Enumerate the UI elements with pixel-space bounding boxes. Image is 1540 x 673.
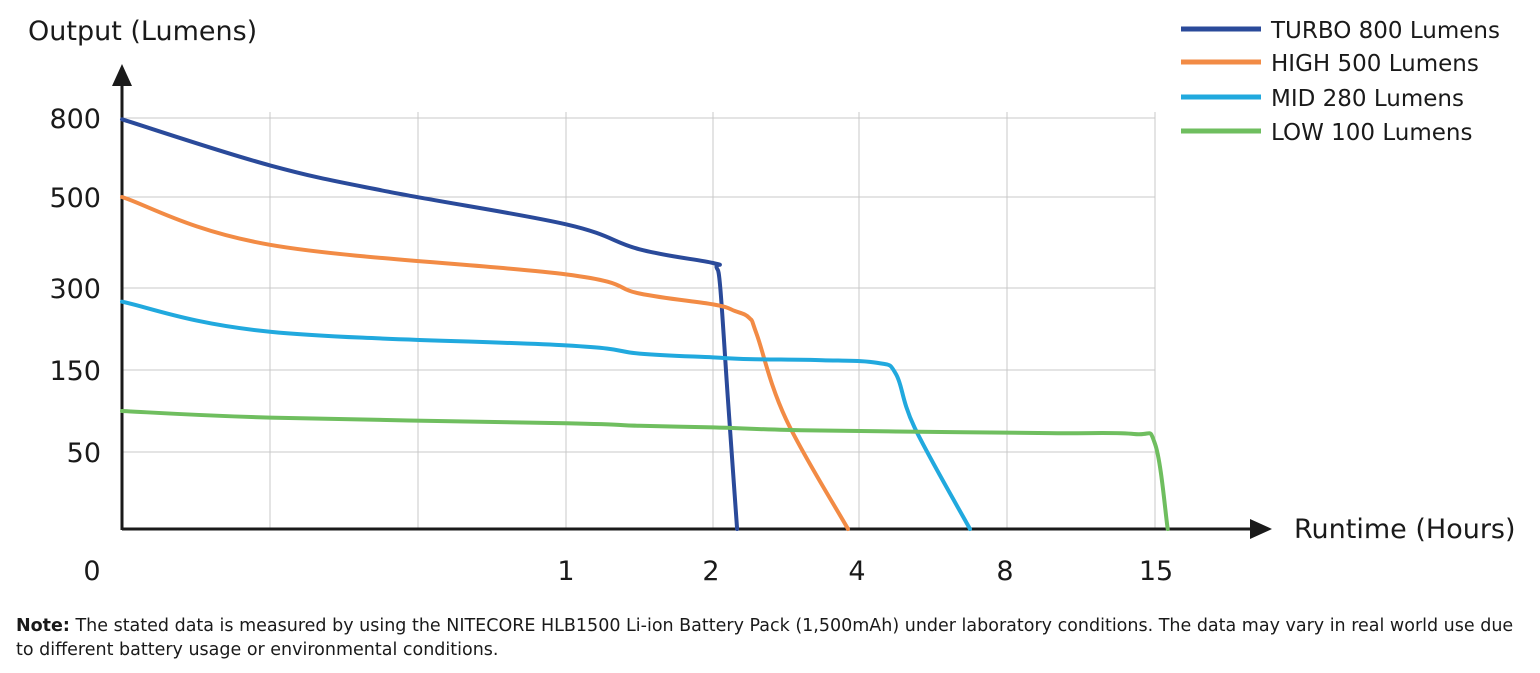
y-tick-label: 50	[67, 438, 101, 469]
x-tick-labels: 1 2 4 8 15	[557, 556, 1173, 587]
x-tick-label: 1	[557, 556, 574, 587]
y-tick-label: 300	[49, 274, 101, 305]
runtime-chart: Output (Lumens) Runtime (Hours) 0 800 500…	[28, 16, 1516, 587]
series-lines	[120, 117, 1170, 531]
series-line	[120, 299, 972, 531]
x-tick-label: 15	[1139, 556, 1173, 587]
x-tick-label: 2	[702, 556, 719, 587]
y-tick-label: 150	[49, 356, 101, 387]
legend-label: LOW 100 Lumens	[1271, 120, 1472, 146]
axes	[112, 64, 1272, 539]
y-tick-label: 500	[49, 183, 101, 214]
y-axis-label: Output (Lumens)	[28, 16, 257, 47]
y-tick-label: 800	[49, 104, 101, 135]
series-line	[120, 195, 850, 531]
legend-label: HIGH 500 Lumens	[1271, 51, 1479, 77]
x-axis-label: Runtime (Hours)	[1294, 514, 1516, 545]
note-label: Note:	[16, 616, 70, 636]
legend-label: TURBO 800 Lumens	[1270, 18, 1500, 44]
x-axis-arrow	[1250, 519, 1272, 539]
footnote: Note: The stated data is measured by usi…	[16, 614, 1531, 662]
legend-label: MID 280 Lumens	[1271, 86, 1464, 112]
grid	[122, 112, 1156, 529]
x-tick-label: 4	[848, 556, 865, 587]
legend: TURBO 800 Lumens HIGH 500 Lumens MID 280 L…	[1181, 18, 1500, 146]
y-axis-arrow	[112, 64, 132, 86]
y-tick-labels: 800 500 300 150 50	[49, 104, 101, 469]
x-tick-label: 8	[996, 556, 1013, 587]
series-line	[120, 409, 1170, 531]
origin-label: 0	[83, 556, 100, 587]
note-text: The stated data is measured by using the…	[16, 616, 1514, 660]
series-line	[120, 117, 740, 531]
